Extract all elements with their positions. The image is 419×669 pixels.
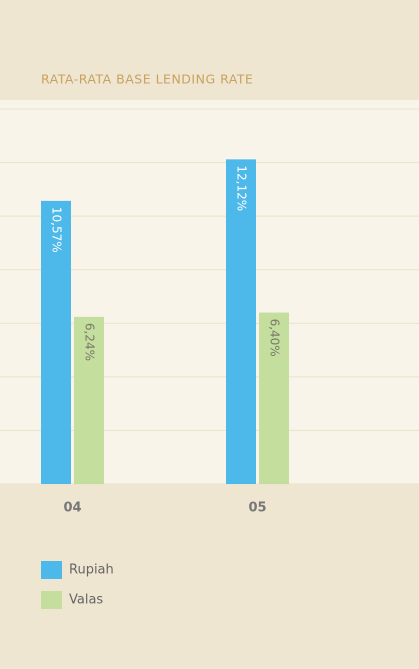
legend-swatch	[41, 591, 62, 609]
bar	[226, 159, 256, 484]
chart-title: RATA-RATA BASE LENDING RATE	[41, 72, 253, 87]
x-tick-label: 04	[63, 501, 81, 516]
legend-label: Valas	[69, 593, 103, 608]
bar	[259, 312, 289, 484]
bar	[41, 200, 71, 484]
x-tick-label: 05	[248, 501, 266, 516]
legend-swatch	[41, 561, 62, 579]
legend-label: Rupiah	[69, 563, 114, 578]
value-label: 6,24%	[83, 323, 97, 361]
value-label: 10,57%	[50, 207, 64, 253]
value-label: 12,12%	[235, 165, 249, 211]
value-label: 6,40%	[268, 319, 282, 357]
bar	[74, 316, 104, 484]
